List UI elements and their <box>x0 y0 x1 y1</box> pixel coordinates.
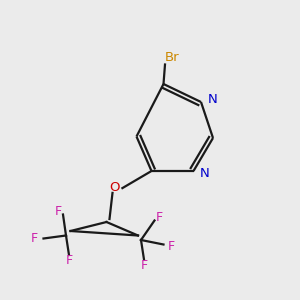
Text: O: O <box>110 181 120 194</box>
Text: Br: Br <box>165 50 180 64</box>
Text: N: N <box>200 167 210 180</box>
Text: F: F <box>65 254 73 268</box>
Text: F: F <box>155 211 163 224</box>
Text: F: F <box>140 259 148 272</box>
Text: F: F <box>31 232 38 245</box>
Text: F: F <box>167 239 175 253</box>
Text: F: F <box>55 205 62 218</box>
Text: N: N <box>208 93 217 106</box>
